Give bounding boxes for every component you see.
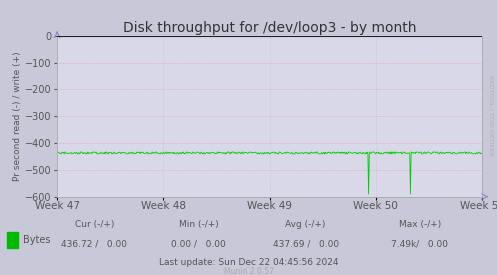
Y-axis label: Pr second read (-) / write (+): Pr second read (-) / write (+) bbox=[13, 51, 22, 181]
Text: 7.49k/   0.00: 7.49k/ 0.00 bbox=[392, 239, 448, 248]
Text: Bytes: Bytes bbox=[23, 235, 51, 245]
Title: Disk throughput for /dev/loop3 - by month: Disk throughput for /dev/loop3 - by mont… bbox=[123, 21, 416, 35]
Text: Munin 2.0.57: Munin 2.0.57 bbox=[224, 267, 273, 275]
Text: Cur (-/+): Cur (-/+) bbox=[75, 220, 114, 229]
Text: RRDTOOL / TOBI OETIKER: RRDTOOL / TOBI OETIKER bbox=[489, 75, 494, 156]
Text: Last update: Sun Dec 22 04:45:56 2024: Last update: Sun Dec 22 04:45:56 2024 bbox=[159, 258, 338, 266]
Text: 0.00 /   0.00: 0.00 / 0.00 bbox=[171, 239, 226, 248]
Text: 436.72 /   0.00: 436.72 / 0.00 bbox=[62, 239, 127, 248]
Text: Min (-/+): Min (-/+) bbox=[179, 220, 219, 229]
Text: 437.69 /   0.00: 437.69 / 0.00 bbox=[272, 239, 339, 248]
Text: Max (-/+): Max (-/+) bbox=[399, 220, 441, 229]
Text: Avg (-/+): Avg (-/+) bbox=[285, 220, 326, 229]
